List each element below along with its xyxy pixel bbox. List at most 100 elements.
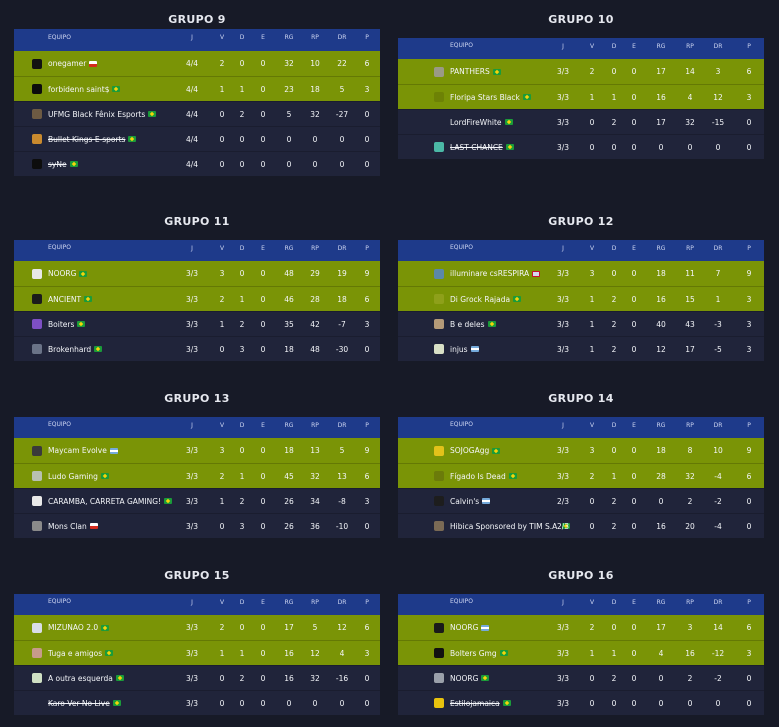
- team-cell[interactable]: Calvin's: [434, 489, 491, 513]
- team-cell[interactable]: Brokenhard: [32, 337, 103, 361]
- column-header-dr[interactable]: DR: [713, 598, 723, 606]
- table-row[interactable]: MIZUNAO 2.0 3/3 2 0 0 17 5 12 6: [14, 615, 380, 640]
- column-header-p[interactable]: P: [747, 421, 751, 429]
- column-header-dr[interactable]: DR: [337, 244, 347, 252]
- column-header-v[interactable]: V: [589, 598, 595, 606]
- table-row[interactable]: Di Grock Rajada 3/3 1 2 0 16 15 1 3: [398, 286, 764, 311]
- team-name[interactable]: Floripa Stars Black: [450, 92, 520, 102]
- column-header-rp[interactable]: RP: [686, 42, 694, 50]
- team-name[interactable]: Tuga e amigos: [48, 648, 103, 658]
- team-cell[interactable]: Estilojamaica: [434, 691, 511, 715]
- team-cell[interactable]: Maycam Evolve: [32, 438, 118, 463]
- column-header-p[interactable]: P: [747, 42, 751, 50]
- table-row[interactable]: PANTHERS 3/3 2 0 0 17 14 3 6: [398, 59, 764, 84]
- table-row[interactable]: Mons Clan 3/3 0 3 0 26 36 -10 0: [14, 513, 380, 538]
- table-row[interactable]: Estilojamaica 3/3 0 0 0 0 0 0 0: [398, 690, 764, 715]
- team-name[interactable]: syNe: [48, 159, 67, 169]
- column-header-e[interactable]: E: [261, 34, 265, 41]
- column-header-rg[interactable]: RG: [284, 421, 294, 429]
- team-name[interactable]: Ludo Gaming: [48, 471, 98, 481]
- column-header-rp[interactable]: RP: [686, 598, 694, 606]
- column-header-d[interactable]: D: [239, 34, 245, 41]
- column-header-e[interactable]: E: [632, 42, 636, 50]
- column-header-j[interactable]: J: [562, 42, 564, 50]
- column-header-dr[interactable]: DR: [337, 421, 347, 429]
- team-cell[interactable]: Floripa Stars Black: [434, 85, 531, 109]
- team-name[interactable]: Hibica Sponsored by TIM S.A.: [450, 521, 560, 531]
- table-row[interactable]: LordFireWhite 3/3 0 2 0 17 32 -15 0: [398, 109, 764, 134]
- team-cell[interactable]: Mons Clan: [32, 514, 98, 538]
- team-cell[interactable]: B e deles: [434, 312, 496, 336]
- table-row[interactable]: NOORG 3/3 2 0 0 17 3 14 6: [398, 615, 764, 640]
- team-name[interactable]: Di Grock Rajada: [450, 294, 511, 304]
- table-row[interactable]: Boiters 3/3 1 2 0 35 42 -7 3: [14, 311, 380, 336]
- column-header-dr[interactable]: DR: [713, 421, 723, 429]
- column-header-dr[interactable]: DR: [713, 42, 723, 50]
- column-header-p[interactable]: P: [365, 421, 369, 429]
- team-cell[interactable]: NOORG: [434, 615, 490, 640]
- column-header-d[interactable]: D: [239, 244, 245, 252]
- column-header-p[interactable]: P: [365, 34, 369, 41]
- column-header-e[interactable]: E: [261, 421, 265, 429]
- team-cell[interactable]: A outra esquerda: [32, 666, 124, 690]
- column-header-e[interactable]: E: [632, 244, 636, 252]
- column-header-v[interactable]: V: [219, 421, 225, 429]
- column-header-team[interactable]: EQUIPO: [48, 421, 72, 428]
- team-cell[interactable]: syNe: [32, 152, 78, 176]
- column-header-d[interactable]: D: [611, 42, 617, 50]
- column-header-d[interactable]: D: [239, 421, 245, 429]
- table-row[interactable]: ANCIENT 3/3 2 1 0 46 28 18 6: [14, 286, 380, 311]
- team-cell[interactable]: UFMG Black Fênix Esports: [32, 102, 157, 126]
- column-header-d[interactable]: D: [611, 421, 617, 429]
- column-header-j[interactable]: J: [562, 598, 564, 606]
- team-cell[interactable]: LordFireWhite: [434, 110, 513, 134]
- team-cell[interactable]: PANTHERS: [434, 59, 501, 84]
- column-header-d[interactable]: D: [611, 244, 617, 252]
- column-header-j[interactable]: J: [191, 34, 193, 41]
- table-row[interactable]: LAST CHANCE 3/3 0 0 0 0 0 0 0: [398, 134, 764, 159]
- table-row[interactable]: illuminare csRESPIRA 3/3 3 0 0 18 11 7 9: [398, 261, 764, 286]
- team-cell[interactable]: illuminare csRESPIRA: [434, 261, 541, 286]
- team-name[interactable]: Mons Clan: [48, 521, 87, 531]
- team-name[interactable]: NOORG: [450, 673, 479, 683]
- column-header-rg[interactable]: RG: [284, 34, 294, 41]
- column-header-v[interactable]: V: [219, 244, 225, 252]
- team-cell[interactable]: Di Grock Rajada: [434, 287, 522, 311]
- table-row[interactable]: NOORG 3/3 0 2 0 0 2 -2 0: [398, 665, 764, 690]
- table-row[interactable]: Karo Ver No Live 3/3 0 0 0 0 0 0 0: [14, 690, 380, 715]
- column-header-team[interactable]: EQUIPO: [450, 598, 474, 605]
- column-header-team[interactable]: EQUIPO: [48, 598, 72, 605]
- team-name[interactable]: onegamer: [48, 59, 87, 68]
- table-row[interactable]: B e deles 3/3 1 2 0 40 43 -3 3: [398, 311, 764, 336]
- column-header-e[interactable]: E: [632, 598, 636, 606]
- team-cell[interactable]: CARAMBA, CARRETA GAMING!: [32, 489, 173, 513]
- team-name[interactable]: forbidenn saint$: [48, 84, 110, 94]
- column-header-e[interactable]: E: [261, 244, 265, 252]
- team-name[interactable]: Maycam Evolve: [48, 446, 107, 455]
- team-cell[interactable]: SOJOGAgg: [434, 438, 501, 463]
- team-name[interactable]: illuminare csRESPIRA: [450, 269, 530, 278]
- column-header-d[interactable]: D: [611, 598, 617, 606]
- column-header-p[interactable]: P: [365, 244, 369, 252]
- column-header-d[interactable]: D: [239, 598, 245, 606]
- team-name[interactable]: NOORG: [48, 269, 77, 278]
- team-name[interactable]: injus: [450, 344, 468, 354]
- team-cell[interactable]: Ludo Gaming: [32, 464, 109, 488]
- table-row[interactable]: Maycam Evolve 3/3 3 0 0 18 13 5 9: [14, 438, 380, 463]
- table-row[interactable]: SOJOGAgg 3/3 3 0 0 18 8 10 9: [398, 438, 764, 463]
- table-row[interactable]: Calvin's 2/3 0 2 0 0 2 -2 0: [398, 488, 764, 513]
- column-header-v[interactable]: V: [219, 598, 225, 606]
- team-cell[interactable]: Bolters Gmg: [434, 641, 508, 665]
- column-header-rg[interactable]: RG: [656, 244, 666, 252]
- team-name[interactable]: MIZUNAO 2.0: [48, 623, 99, 632]
- table-row[interactable]: CARAMBA, CARRETA GAMING! 3/3 1 2 0 26 34 -8 3: [14, 488, 380, 513]
- column-header-rp[interactable]: RP: [311, 244, 319, 252]
- column-header-j[interactable]: J: [191, 421, 193, 429]
- team-name[interactable]: Brokenhard: [48, 344, 92, 354]
- column-header-p[interactable]: P: [365, 598, 369, 606]
- table-row[interactable]: onegamer 4/4 2 0 0 32 10 22 6: [14, 51, 380, 76]
- team-name[interactable]: CARAMBA, CARRETA GAMING!: [48, 496, 162, 506]
- team-cell[interactable]: Tuga e amigos: [32, 641, 114, 665]
- team-name[interactable]: PANTHERS: [450, 67, 490, 76]
- team-cell[interactable]: onegamer: [32, 51, 98, 76]
